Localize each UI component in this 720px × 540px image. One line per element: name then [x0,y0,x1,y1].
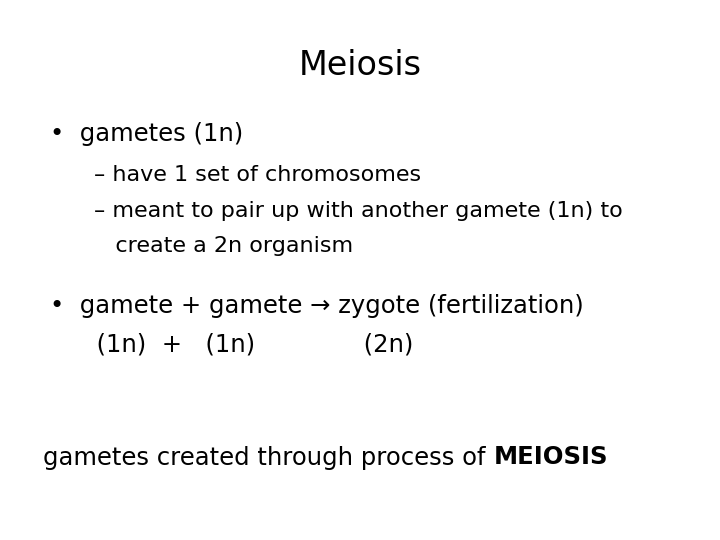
Text: create a 2n organism: create a 2n organism [94,236,353,256]
Text: •  gamete + gamete → zygote (fertilization): • gamete + gamete → zygote (fertilizatio… [50,294,584,318]
Text: – meant to pair up with another gamete (1n) to: – meant to pair up with another gamete (… [94,201,622,221]
Text: MEIOSIS: MEIOSIS [493,446,608,469]
Text: (1n)  +   (1n)              (2n): (1n) + (1n) (2n) [50,332,414,356]
Text: Meiosis: Meiosis [299,49,421,82]
Text: gametes created through process of: gametes created through process of [43,446,493,469]
Text: •  gametes (1n): • gametes (1n) [50,122,243,145]
Text: – have 1 set of chromosomes: – have 1 set of chromosomes [94,165,420,185]
